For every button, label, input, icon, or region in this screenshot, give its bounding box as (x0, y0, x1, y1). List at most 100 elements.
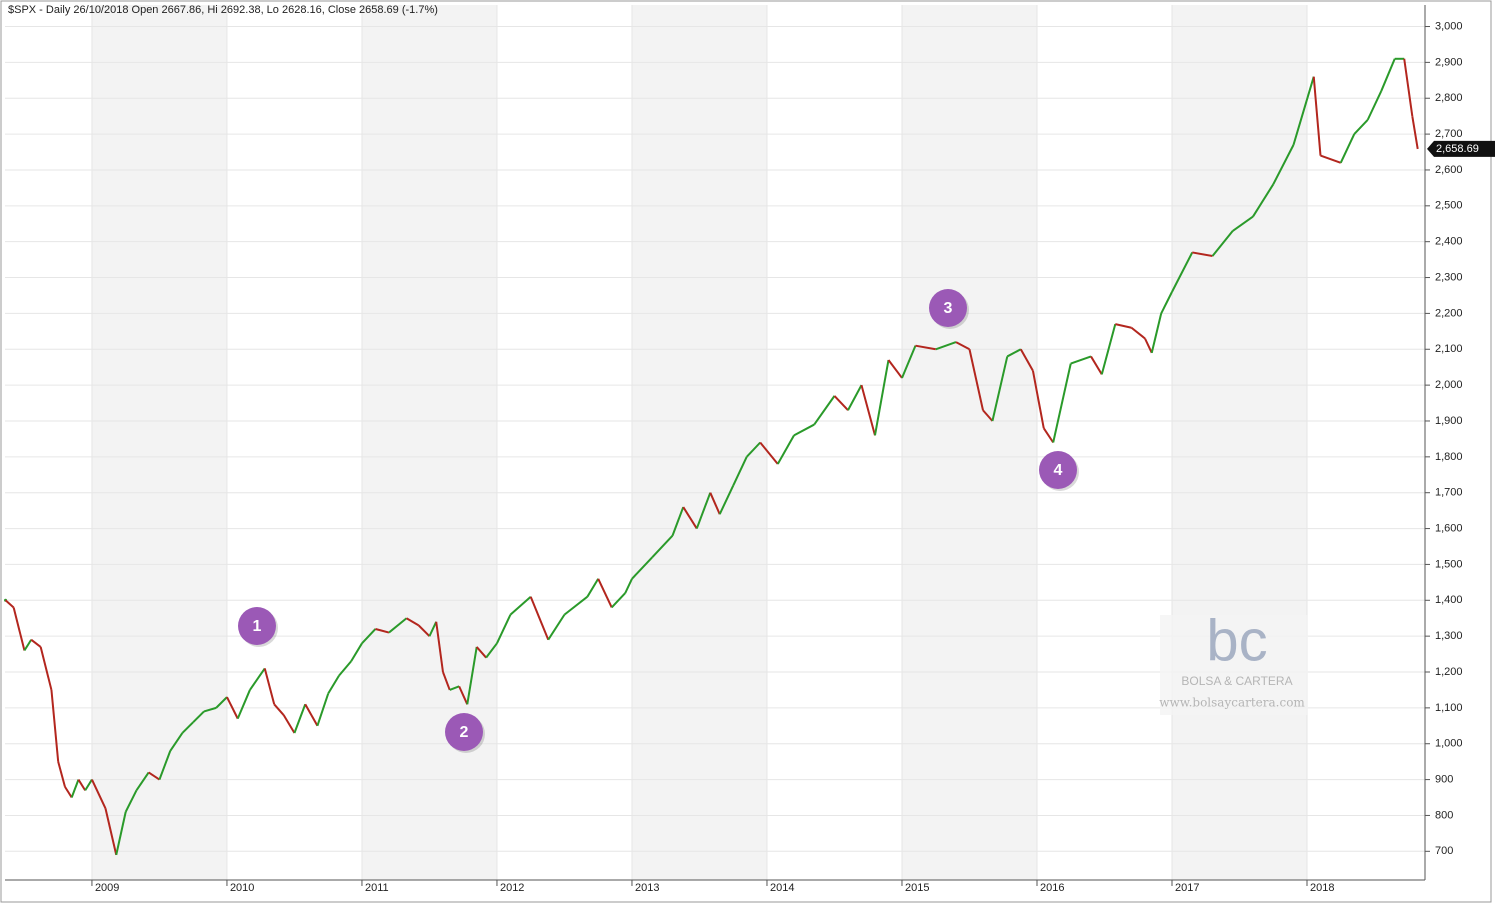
watermark-bg (1160, 615, 1308, 715)
y-tick-label: 1,700 (1435, 487, 1463, 499)
price-segment (1031, 370, 1045, 429)
price-segment (509, 595, 532, 616)
y-tick-label: 1,800 (1435, 451, 1463, 463)
price-segment (1171, 251, 1194, 293)
price-segment (1160, 291, 1173, 314)
price-segment (1403, 58, 1414, 117)
grid: 2009 2010 2011 2012 2013 2014 2015 2016 2017 2018… (5, 5, 1463, 894)
price-segment (304, 703, 319, 727)
price-segment (91, 779, 107, 809)
y-tick-label: 2,300 (1435, 271, 1463, 283)
price-segment (192, 710, 205, 723)
price-segment (496, 614, 512, 644)
price-segment (887, 359, 903, 379)
price-segment (1353, 119, 1369, 135)
price-segment (57, 761, 66, 788)
x-tick-label: 2016 (1040, 882, 1064, 894)
price-segment (84, 779, 93, 791)
price-segment (1380, 58, 1396, 92)
price-segment (148, 771, 161, 781)
price-segment (1272, 144, 1295, 185)
price-segment (4, 599, 15, 609)
price-segment (901, 345, 917, 379)
annotation-circle (929, 289, 967, 327)
price-segment (813, 395, 836, 426)
price-segment (327, 675, 340, 695)
price-segment (651, 535, 674, 558)
price-segment (682, 506, 698, 530)
price-segment (631, 556, 653, 580)
annotation-circle (238, 607, 276, 645)
price-segment (435, 621, 444, 673)
y-tick-label: 800 (1435, 809, 1453, 821)
year-band (901, 5, 1037, 880)
y-tick-label: 2,700 (1435, 128, 1463, 140)
price-segment (1232, 215, 1254, 232)
price-segment (1130, 326, 1146, 340)
y-tick-label: 2,400 (1435, 236, 1463, 248)
year-band (91, 5, 227, 880)
price-segment (316, 693, 330, 727)
y-tick-label: 2,200 (1435, 307, 1463, 319)
price-segment (158, 750, 172, 780)
watermark-logo: bc (1206, 608, 1267, 673)
watermark-url: www.bolsaycartera.com (1159, 696, 1305, 710)
y-tick-label: 700 (1435, 845, 1453, 857)
price-segment (215, 696, 228, 709)
price-segment (1320, 154, 1342, 164)
price-segment (181, 721, 194, 734)
price-segment (282, 714, 296, 734)
price-segment (915, 344, 936, 351)
price-segment (1115, 323, 1132, 329)
price-segment (70, 779, 80, 798)
chart-title: $SPX - Daily 26/10/2018 Open 2667.86, Hi… (8, 4, 438, 16)
price-segment (860, 384, 876, 436)
price-segment (1252, 183, 1275, 218)
last-price-pointer (1427, 140, 1495, 157)
price-segment (991, 356, 1009, 422)
year-band (631, 5, 767, 880)
price-segment (293, 703, 307, 734)
price-segment (23, 639, 33, 652)
price-segment (745, 441, 761, 458)
price-segment (1339, 133, 1356, 164)
price-segment (671, 506, 685, 537)
price-segment (104, 808, 118, 856)
price-segment (375, 628, 390, 634)
y-tick-label: 2,500 (1435, 200, 1463, 212)
price-segment (1144, 338, 1153, 354)
y-tick-label: 2,900 (1435, 56, 1463, 68)
price-segment (273, 703, 285, 716)
price-segment (64, 786, 73, 799)
y-tick-label: 1,900 (1435, 415, 1463, 427)
price-segment (624, 578, 633, 594)
price-segment (1042, 427, 1055, 444)
price-segment (30, 638, 42, 648)
price-segment (263, 668, 276, 705)
price-segment (1019, 348, 1034, 372)
price-segment (776, 434, 795, 465)
price-segment (169, 732, 184, 752)
y-tick-label: 2,100 (1435, 343, 1463, 355)
annotation-label: 3 (944, 300, 953, 317)
price-segment (77, 779, 87, 791)
plot: 2,658.69 1 2 3 4 (4, 57, 1495, 856)
annotation-circle (1039, 451, 1077, 489)
price-segment (1070, 355, 1092, 365)
price-segment (695, 492, 712, 529)
x-tick-label: 2013 (635, 882, 659, 894)
price-segment (1090, 355, 1103, 375)
watermark-name: BOLSA & CARTERA (1181, 674, 1292, 688)
price-segment (361, 628, 377, 645)
price-segment (406, 617, 420, 627)
price-segment (1100, 323, 1117, 375)
price-segment (1312, 76, 1322, 156)
year-band (1171, 5, 1308, 880)
annotation-label: 4 (1054, 462, 1063, 479)
price-segment (1052, 363, 1072, 443)
price-segment (1150, 313, 1163, 354)
x-tick-label: 2009 (95, 882, 119, 894)
x-tick-label: 2017 (1175, 882, 1199, 894)
annotation-circle (445, 713, 483, 751)
